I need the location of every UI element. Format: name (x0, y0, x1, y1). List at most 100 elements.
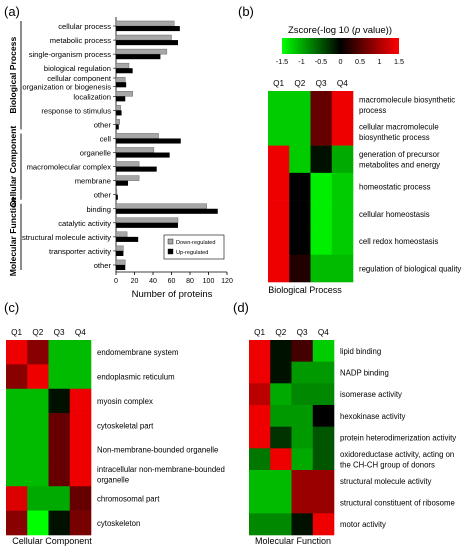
category-label: structural molecule activity (22, 233, 111, 242)
heatmap-cell (249, 340, 271, 362)
heatmap-cell (331, 172, 354, 201)
heatmap-row-label: generation of precursor (359, 150, 440, 159)
heatmap-row-label: the CH-CH group of donors (340, 460, 435, 469)
heatmap-cell (331, 145, 354, 174)
bar-up-regulated (116, 264, 126, 271)
heatmap-cell (48, 364, 71, 390)
heatmap-cell (249, 361, 271, 384)
colorbar-tick-label: -0.5 (315, 57, 327, 66)
heatmap-row-label: cell redox homeostasis (359, 237, 438, 246)
bar-up-regulated (116, 40, 178, 46)
category-label: other (94, 261, 112, 270)
bar-up-regulated (116, 96, 126, 102)
heatmap-cell (249, 448, 271, 471)
bar-up-regulated (116, 54, 161, 60)
heatmap-cell (69, 413, 92, 438)
heatmap-cell (270, 340, 292, 362)
heatmap-cell (69, 486, 92, 511)
bar-up-regulated (116, 152, 170, 158)
category-label: other (94, 191, 112, 200)
heatmap-cell (289, 200, 311, 228)
heatmap-row-label: metabolites and energy (359, 160, 440, 169)
heatmap-cell (310, 172, 333, 201)
heatmap-molecular-function: Molecular Function Q1 Q2 Q3 Q4 lipid binding… (249, 328, 456, 546)
panel-c-label: (c) (4, 300, 19, 315)
bar-up-regulated (116, 236, 139, 242)
heatmap-column-label: Q4 (318, 328, 329, 337)
heatmap-cell (6, 388, 28, 414)
bar-down-regulated (115, 20, 175, 27)
category-label: response to stimulus (41, 106, 111, 115)
category-label: membrane (75, 177, 111, 186)
heatmap-cell (249, 426, 271, 449)
heatmap-row-label: regulation of biological quality (359, 264, 461, 273)
colorbar-tick-label: 0 (339, 57, 343, 66)
heatmap-cell (289, 145, 311, 174)
heatmap-cell (289, 172, 311, 201)
heatmap-cell (291, 405, 314, 427)
bar-down-regulated (115, 76, 126, 83)
colorbar-tick-label: 1 (378, 57, 382, 66)
heatmap-cell (27, 413, 49, 438)
category-label: localization (73, 92, 111, 101)
heatmap-cell (268, 227, 290, 256)
bar-up-regulated (116, 180, 129, 186)
heatmap-column-label: Q4 (337, 79, 348, 88)
heatmap-d-title: Molecular Function (255, 536, 331, 546)
bar-down-regulated (115, 231, 128, 238)
bar-down-regulated (115, 133, 159, 139)
category-label: macromolecular complex (27, 163, 112, 172)
bar-down-regulated (115, 62, 130, 69)
heatmap-cell (312, 448, 335, 471)
heatmap-cell (27, 437, 49, 463)
x-tick-label: 20 (131, 278, 139, 285)
heatmap-cell (249, 405, 271, 427)
heatmap-column-label: Q1 (11, 328, 22, 337)
heatmap-cell (6, 461, 28, 487)
bar-up-regulated (116, 124, 119, 130)
colorbar-tick-label: 0.5 (355, 57, 365, 66)
bar-down-regulated (115, 105, 121, 111)
heatmap-biological-process: Biological Process Q1 Q2 Q3 Q4 macromolecule… (268, 79, 461, 295)
group-label: Biological Process (8, 37, 18, 114)
bar-down-regulated (115, 119, 120, 125)
heatmap-cell (310, 118, 333, 146)
category-label: biological regulation (44, 64, 111, 73)
bar-down-regulated (115, 189, 118, 195)
heatmap-cell (270, 426, 292, 449)
heatmap-cell (27, 340, 49, 365)
heatmap-column-label: Q2 (294, 79, 305, 88)
colorbar-label: Zscore(-log 10 (p value)) (288, 25, 392, 36)
heatmap-cell (291, 426, 314, 449)
heatmap-cell (27, 461, 49, 487)
colorbar-tick-label: 1.5 (394, 57, 404, 66)
bar-up-regulated (116, 208, 218, 214)
heatmap-cell (6, 510, 28, 536)
heatmap-cell (291, 361, 314, 384)
panel-d-label: (d) (233, 300, 249, 315)
heatmap-cell (331, 91, 354, 119)
heatmap-cell (268, 145, 290, 174)
x-tick-label: 80 (186, 278, 194, 285)
heatmap-cell (69, 340, 92, 365)
x-tick-label: 100 (203, 278, 215, 285)
heatmap-cell (268, 254, 290, 283)
heatmap-cell (270, 513, 292, 536)
heatmap-cell (310, 254, 333, 283)
bar-down-regulated (115, 91, 133, 97)
heatmap-cell (27, 486, 49, 511)
heatmap-cell (289, 118, 311, 146)
heatmap-row-label: biosynthetic process (359, 133, 430, 142)
heatmap-cell (268, 91, 290, 119)
heatmap-cell (291, 491, 314, 514)
bar-up-regulated (116, 250, 124, 256)
heatmap-cell (289, 227, 311, 256)
category-label: cellular component (47, 74, 112, 83)
heatmap-cell (48, 510, 71, 536)
heatmap-cell (312, 491, 335, 514)
heatmap-column-label: Q4 (75, 328, 86, 337)
heatmap-cell (6, 486, 28, 511)
heatmap-cell (331, 118, 354, 146)
category-label: cell (100, 134, 112, 143)
bar-down-regulated (115, 203, 207, 209)
